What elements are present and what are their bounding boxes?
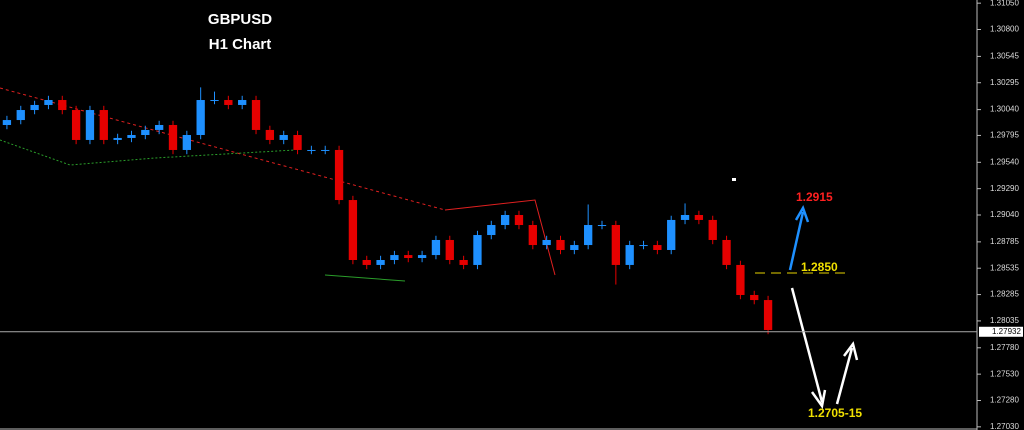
annotation: 1.2915	[796, 190, 833, 204]
candle-body	[168, 124, 178, 150]
candle-body	[556, 239, 565, 250]
candle-body	[570, 245, 579, 250]
y-tick-label: 1.29040	[990, 210, 1019, 219]
price-tag	[979, 326, 1023, 337]
current-price-label: 1.27932	[992, 327, 1021, 336]
candle-body	[155, 124, 164, 130]
candle-body	[85, 110, 95, 140]
y-tick-label: 1.27030	[990, 422, 1019, 430]
candle-body	[58, 100, 67, 111]
y-tick-label: 1.28035	[990, 316, 1019, 325]
y-tick-label: 1.29540	[990, 157, 1019, 166]
candle-body	[528, 225, 537, 246]
y-tick-label: 1.31050	[990, 0, 1019, 7]
annotation: 1.2850	[801, 260, 838, 274]
candle-body	[667, 219, 676, 250]
y-tick-label: 1.29795	[990, 131, 1019, 140]
candle-body	[473, 235, 482, 265]
y-tick-label: 1.27280	[990, 396, 1019, 405]
y-tick-label: 1.30545	[990, 51, 1019, 60]
y-tick-label: 1.28535	[990, 263, 1019, 272]
candle-body	[431, 239, 441, 256]
trend-line	[0, 87, 446, 211]
candle-body	[2, 120, 12, 125]
candle-body	[113, 137, 122, 140]
candle-body	[210, 100, 219, 102]
y-tick-label: 1.29290	[990, 184, 1019, 193]
y-tick-label: 1.28285	[990, 290, 1019, 299]
candle-body	[196, 100, 205, 136]
candle-body	[445, 239, 454, 261]
candle-body	[141, 129, 150, 136]
candle-body	[750, 294, 759, 301]
candle-body	[44, 100, 53, 105]
candle-body	[251, 100, 261, 130]
candle-body	[417, 255, 427, 258]
annotation: 1.2705-15	[808, 406, 862, 420]
trend-line	[0, 139, 296, 166]
arrows	[788, 205, 859, 410]
candle-body	[459, 260, 468, 265]
candle-body	[763, 300, 773, 330]
candle-body	[293, 135, 302, 150]
candle-body	[376, 260, 385, 265]
candle-body	[639, 245, 648, 247]
candle-body	[584, 225, 593, 246]
candle-body	[611, 225, 620, 265]
chart-title: GBPUSD	[208, 11, 272, 28]
candle-body	[334, 149, 344, 201]
candle-body	[238, 100, 247, 105]
y-tick-label: 1.30295	[990, 78, 1019, 87]
candle-body	[127, 135, 136, 138]
candle-body	[514, 215, 524, 226]
arrow	[788, 205, 810, 271]
candle-body	[390, 255, 399, 261]
candle-body	[597, 225, 607, 227]
candle-body	[487, 225, 496, 236]
candle-body	[500, 215, 510, 226]
candle-body	[279, 135, 288, 140]
y-tick-label: 1.30040	[990, 105, 1019, 114]
zigzag	[324, 274, 406, 282]
candle-body	[653, 245, 662, 250]
candle-body	[321, 149, 330, 151]
candle-body	[722, 239, 731, 265]
y-tick-label: 1.27780	[990, 343, 1019, 352]
candle-body	[224, 100, 233, 105]
candle-body	[694, 215, 704, 220]
candle-body	[625, 245, 634, 265]
candle-body	[182, 135, 191, 150]
candle-body	[708, 219, 717, 240]
candle-body	[542, 239, 551, 246]
arrow	[835, 341, 859, 405]
candle-body	[736, 264, 745, 295]
candle-body	[99, 110, 108, 140]
marker	[732, 178, 736, 181]
candle-body	[404, 255, 413, 258]
candle-body	[16, 110, 25, 121]
y-tick-label: 1.30800	[990, 25, 1019, 34]
candle-body	[680, 215, 690, 220]
candle-body	[307, 149, 316, 151]
candle-body	[362, 260, 371, 265]
y-tick-label: 1.27530	[990, 369, 1019, 378]
chart-subtitle: H1 Chart	[209, 36, 272, 53]
zigzag	[444, 199, 556, 276]
candle-body	[265, 129, 275, 140]
candle-body	[348, 200, 358, 261]
y-tick-label: 1.28785	[990, 237, 1019, 246]
candle-body	[71, 110, 81, 140]
arrow	[790, 287, 827, 410]
candle-body	[30, 104, 39, 111]
